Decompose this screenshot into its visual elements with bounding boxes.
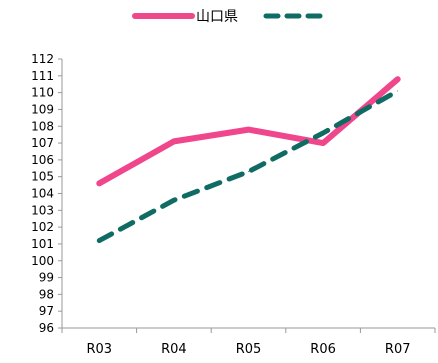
series-2-point [98,240,100,242]
legend-label-1: 山口県 [196,9,238,25]
y-tick-label: 100 [31,254,54,268]
series-1-point [322,142,324,144]
x-tick-label: R04 [161,342,187,357]
y-tick-label: 102 [31,220,54,234]
series-2-point [173,199,175,201]
series-2-point [248,171,249,173]
y-tick-label: 109 [31,102,54,116]
y-tick-label: 110 [31,86,54,100]
series-2-point [322,132,324,134]
x-tick-label: R03 [87,342,113,357]
y-tick-label: 112 [31,52,54,66]
series-1-point [98,182,100,184]
series-1-point [397,78,399,80]
y-tick-label: 96 [39,321,54,335]
series-1-point [248,129,249,131]
chart-legend: 山口県 [132,9,325,25]
x-tick-label: R06 [310,342,336,357]
y-tick-label: 98 [39,287,54,301]
x-tick-label: R05 [236,342,262,357]
series-line-1 [96,76,401,187]
y-tick-label: 104 [31,187,54,201]
y-tick-label: 103 [31,203,54,217]
x-tick-label: R07 [385,342,411,357]
y-tick-label: 108 [31,119,54,133]
y-tick-label: 101 [31,237,54,251]
y-tick-label: 99 [39,271,54,285]
series-2-point [397,90,399,92]
y-tick-label: 106 [31,153,54,167]
y-tick-label: 97 [39,304,54,318]
series-line-2 [96,88,401,244]
y-tick-label: 107 [31,136,54,150]
plot-area [96,76,401,244]
chart-axes: 96 97 98 99 100 101 102 103 104 105 106 107 108 109 11… [31,52,436,357]
series-1-point [173,140,175,142]
y-tick-label: 111 [31,69,54,83]
y-tick-label: 105 [31,170,54,184]
